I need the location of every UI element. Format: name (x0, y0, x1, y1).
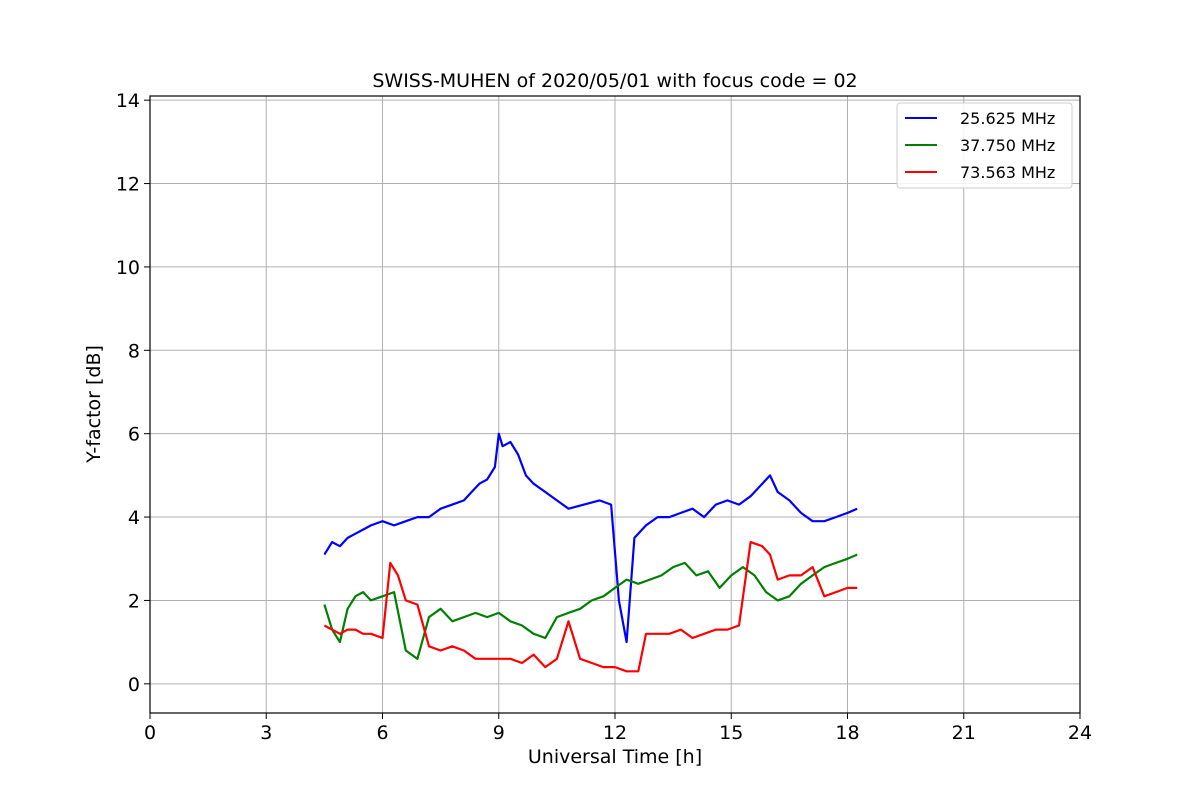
y-tick-label: 14 (116, 90, 140, 112)
x-tick-label: 6 (376, 722, 388, 744)
series-line-1 (323, 432, 858, 644)
x-tick-label: 21 (952, 722, 976, 744)
legend-entry: 25.625 MHz (960, 109, 1055, 128)
y-axis-label: Y-factor [dB] (83, 345, 105, 464)
y-tick-label: 6 (128, 424, 140, 446)
y-tick-label: 10 (116, 257, 140, 279)
legend-box (896, 102, 1073, 189)
x-tick-label: 0 (144, 722, 156, 744)
x-tick-label: 18 (835, 722, 859, 744)
series-line-3 (323, 540, 858, 673)
x-tick-label: 3 (260, 722, 272, 744)
series-line-2 (323, 553, 858, 660)
x-tick-label: 15 (719, 722, 743, 744)
legend-entry: 37.750 MHz (960, 136, 1055, 155)
x-tick-label: 9 (493, 722, 505, 744)
y-tick-label: 4 (128, 507, 140, 529)
chart-title: SWISS-MUHEN of 2020/05/01 with focus cod… (372, 70, 857, 92)
y-tick-label: 12 (116, 174, 140, 196)
x-tick-label: 24 (1068, 722, 1092, 744)
x-tick-label: 12 (603, 722, 627, 744)
y-tick-label: 2 (128, 590, 140, 612)
legend: 25.625 MHz 37.750 MHz 73.563 MHz (896, 102, 1073, 189)
legend-entry: 73.563 MHz (960, 163, 1055, 182)
plot-lines (323, 432, 858, 673)
x-axis-label: Universal Time [h] (528, 746, 702, 768)
y-tick-label: 8 (128, 340, 140, 362)
y-tick-label: 0 (128, 674, 140, 696)
